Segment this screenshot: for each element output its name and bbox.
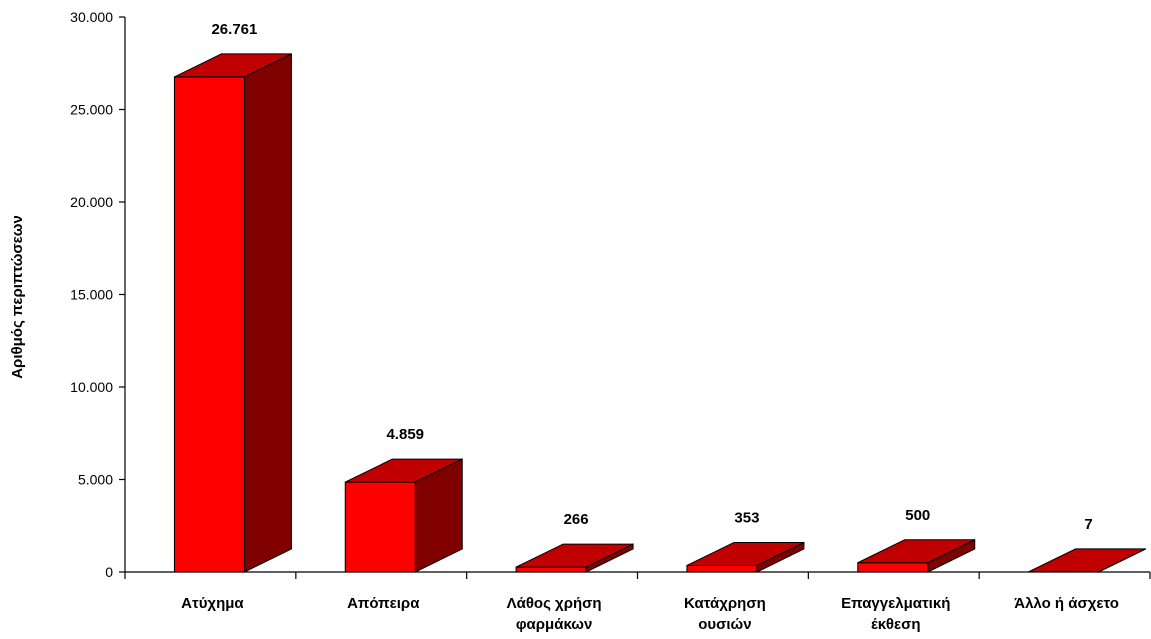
bar-top — [345, 458, 463, 483]
bar-front — [515, 566, 587, 573]
bar: 353 — [686, 509, 805, 573]
y-tick-label: 10.000 — [70, 379, 113, 395]
category-label: Λάθος χρήση φαρμάκων — [507, 595, 602, 633]
bar-top — [686, 541, 805, 566]
data-label: 500 — [905, 507, 930, 524]
data-label: 4.859 — [386, 426, 424, 443]
y-tick-label: 30.000 — [70, 9, 113, 25]
y-tick-label: 25.000 — [70, 102, 113, 118]
bar: 7 — [1028, 516, 1147, 573]
bar-top — [1028, 548, 1146, 573]
y-axis: 0 5.000 10.000 15.000 20.000 25.000 30.000 — [70, 9, 126, 580]
y-tick-label: 0 — [105, 564, 113, 580]
bar-top — [857, 539, 975, 564]
data-label: 266 — [564, 511, 589, 528]
bar-front — [344, 481, 416, 573]
bar: 500 — [857, 507, 976, 573]
bar: 4.859 — [344, 426, 463, 573]
y-tick-label: 20.000 — [70, 194, 113, 210]
x-axis: Ατύχημα Απόπειρα Λάθος χρήση φαρμάκων Κατάχρ… — [124, 571, 1151, 633]
category-label: Επαγγελματική έκθεση — [841, 595, 950, 633]
category-label: Κατάχρηση ουσιών — [684, 595, 766, 633]
data-label: 26.761 — [211, 21, 257, 38]
data-label: 353 — [734, 509, 759, 526]
bar: 26.761 — [173, 21, 292, 573]
bar-top — [174, 53, 292, 78]
category-label: Ατύχημα — [181, 595, 244, 612]
bars: 26.761 4.859 266 353 500 7 — [173, 21, 1147, 573]
y-axis-title: Αριθμός περιπτώσεων — [9, 215, 26, 379]
bar-front — [173, 76, 245, 573]
category-label: Απόπειρα — [347, 595, 420, 612]
data-label: 7 — [1084, 516, 1092, 533]
bar-front — [857, 562, 929, 573]
category-label: Άλλο ή άσχετο — [1014, 595, 1119, 612]
y-tick-label: 15.000 — [70, 287, 113, 303]
y-tick-label: 5.000 — [78, 472, 113, 488]
bar: 266 — [515, 511, 634, 573]
bar-side — [243, 53, 292, 573]
bar-top — [515, 543, 634, 568]
bar-front — [686, 564, 758, 573]
